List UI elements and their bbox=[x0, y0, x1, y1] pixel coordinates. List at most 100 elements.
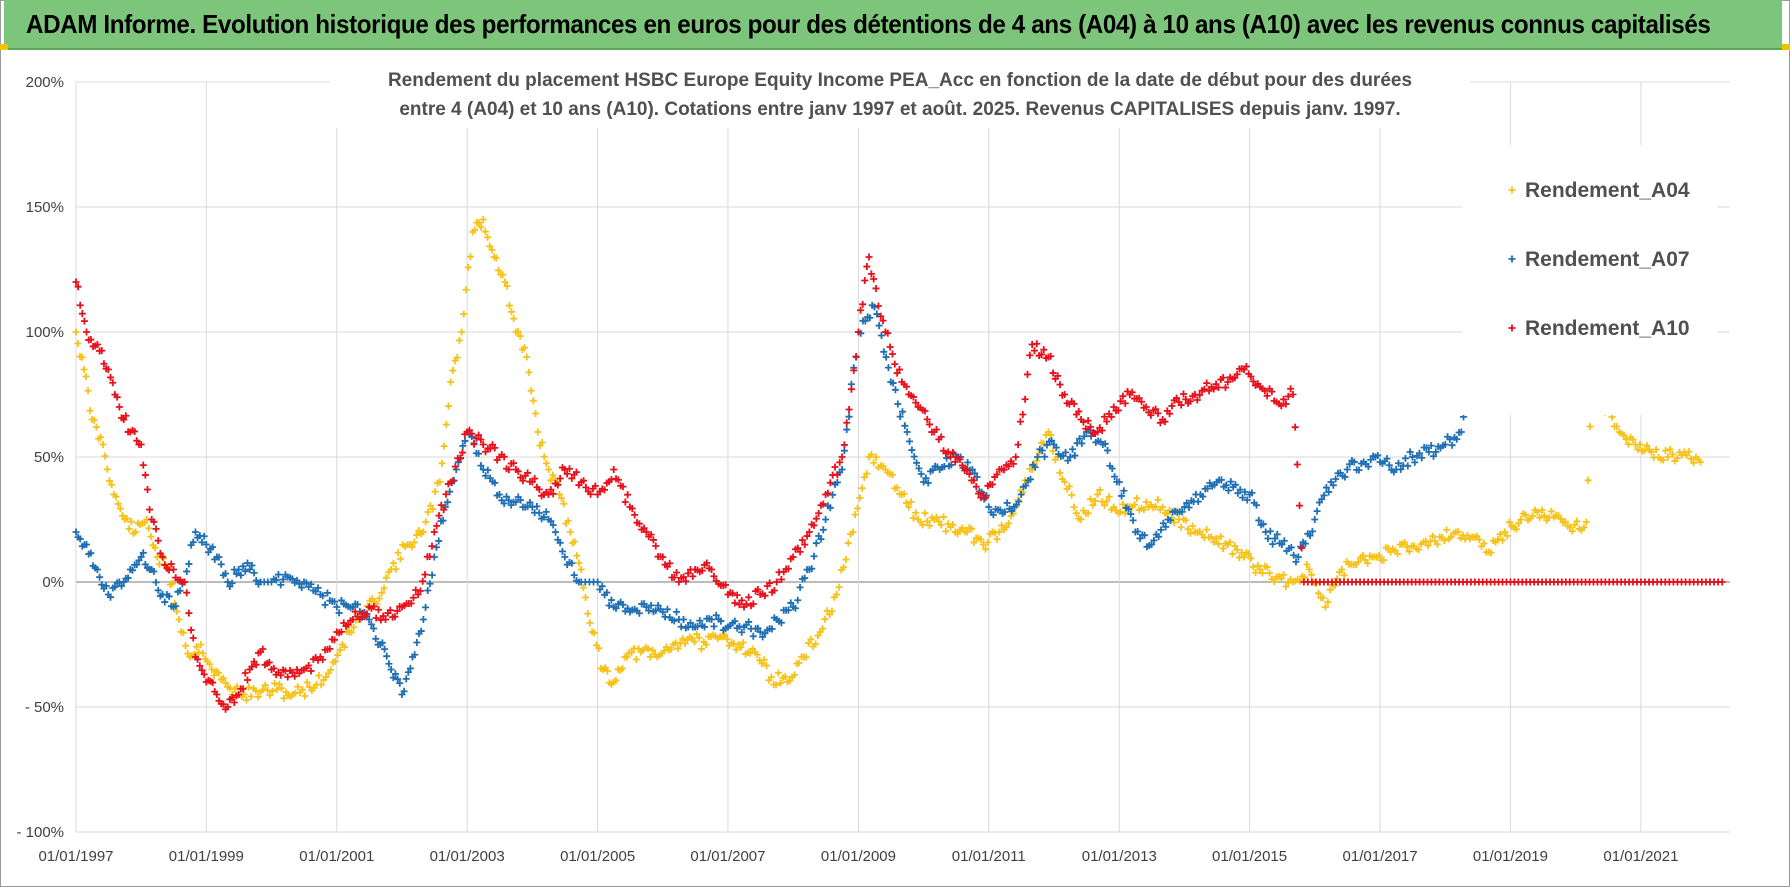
data-point bbox=[1277, 402, 1285, 410]
data-point bbox=[1315, 589, 1323, 597]
data-point bbox=[1117, 397, 1125, 405]
y-axis-ticks: - 100% - 50% 0% 50% 100% 150% 200% bbox=[16, 74, 64, 841]
data-point bbox=[573, 552, 581, 560]
data-point bbox=[1690, 459, 1698, 467]
data-point bbox=[919, 521, 927, 529]
data-point bbox=[396, 679, 404, 687]
chart-title: Rendement du placement HSBC Europe Equit… bbox=[330, 62, 1470, 128]
data-point bbox=[243, 676, 251, 684]
data-point bbox=[387, 666, 395, 673]
data-point bbox=[1177, 401, 1185, 409]
data-point bbox=[252, 661, 260, 669]
data-point bbox=[922, 474, 930, 482]
data-point bbox=[972, 483, 980, 491]
data-point bbox=[351, 608, 359, 616]
data-point bbox=[221, 679, 229, 687]
data-point bbox=[623, 653, 631, 661]
data-point bbox=[708, 566, 716, 573]
data-point bbox=[826, 479, 834, 487]
data-point bbox=[917, 470, 925, 478]
data-point bbox=[1166, 516, 1174, 524]
data-point bbox=[1261, 387, 1269, 395]
data-point bbox=[1152, 405, 1160, 413]
data-point bbox=[1441, 441, 1449, 448]
data-point bbox=[1447, 533, 1455, 541]
data-point bbox=[484, 466, 492, 474]
data-point bbox=[603, 589, 611, 597]
data-point bbox=[1440, 536, 1448, 544]
data-point bbox=[500, 499, 508, 507]
data-point bbox=[924, 479, 932, 487]
data-point bbox=[810, 552, 818, 560]
data-point bbox=[909, 393, 917, 401]
data-point bbox=[1241, 488, 1249, 496]
data-point bbox=[1582, 518, 1590, 526]
data-point bbox=[612, 604, 620, 612]
x-tick-label: 01/01/2005 bbox=[560, 848, 635, 865]
data-point bbox=[670, 617, 678, 625]
data-point bbox=[1480, 540, 1488, 548]
data-point bbox=[1119, 392, 1127, 400]
data-point bbox=[867, 451, 875, 459]
data-point bbox=[870, 459, 878, 467]
data-point bbox=[330, 636, 338, 644]
data-point bbox=[391, 670, 399, 678]
data-point bbox=[875, 322, 883, 330]
data-point bbox=[798, 536, 806, 544]
data-point bbox=[680, 573, 688, 581]
data-point bbox=[591, 482, 599, 490]
data-point bbox=[1284, 392, 1292, 400]
data-point bbox=[1001, 508, 1009, 516]
x-tick-label: 01/01/2011 bbox=[952, 848, 1026, 865]
data-point bbox=[280, 694, 288, 702]
data-point bbox=[1415, 449, 1423, 457]
data-point bbox=[1659, 456, 1667, 464]
data-point bbox=[120, 416, 128, 424]
data-point bbox=[1332, 475, 1340, 483]
data-point bbox=[76, 535, 84, 543]
data-point bbox=[1584, 476, 1592, 484]
data-point bbox=[505, 302, 513, 310]
data-point bbox=[440, 506, 448, 514]
data-point bbox=[1242, 362, 1250, 370]
data-point bbox=[819, 625, 827, 633]
data-point bbox=[649, 536, 657, 544]
data-point bbox=[1433, 540, 1441, 548]
data-point bbox=[884, 329, 892, 337]
data-point bbox=[277, 581, 285, 589]
data-point bbox=[1166, 410, 1174, 418]
data-point bbox=[923, 517, 931, 525]
data-point bbox=[1023, 370, 1031, 378]
data-point bbox=[378, 589, 386, 597]
data-point bbox=[1138, 398, 1146, 406]
data-point bbox=[738, 596, 746, 604]
data-point bbox=[700, 623, 708, 631]
data-point bbox=[475, 431, 483, 439]
data-point bbox=[915, 464, 923, 472]
data-point bbox=[154, 586, 162, 594]
data-point bbox=[271, 679, 279, 687]
data-point bbox=[1186, 397, 1194, 405]
data-point bbox=[1243, 496, 1251, 504]
data-point bbox=[565, 465, 573, 473]
data-point bbox=[147, 533, 155, 541]
data-point bbox=[272, 576, 280, 584]
data-point bbox=[942, 527, 950, 535]
data-point bbox=[693, 623, 701, 631]
data-point bbox=[877, 331, 885, 339]
data-point bbox=[993, 470, 1001, 478]
data-point bbox=[1219, 374, 1227, 382]
data-point bbox=[749, 632, 757, 640]
data-point bbox=[396, 555, 404, 563]
data-point bbox=[1454, 528, 1462, 536]
data-point bbox=[754, 586, 762, 594]
data-point bbox=[731, 599, 739, 607]
data-point bbox=[958, 461, 966, 469]
data-point bbox=[619, 601, 627, 609]
data-point bbox=[524, 469, 532, 477]
data-point bbox=[1240, 553, 1248, 561]
data-point bbox=[556, 475, 564, 483]
data-point bbox=[196, 662, 204, 670]
data-point bbox=[1224, 378, 1232, 386]
data-point bbox=[858, 484, 866, 492]
